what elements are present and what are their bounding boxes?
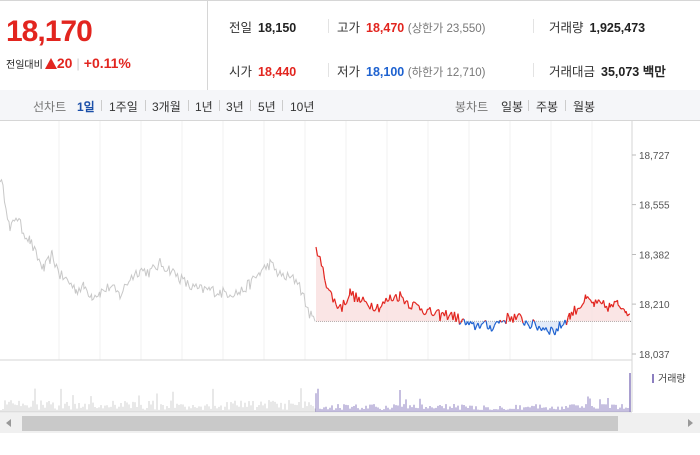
y-tick-label: 18,210 — [639, 300, 670, 311]
tab-divider — [101, 100, 102, 111]
stat-low: 저가 18,100 (하한가 12,710) — [337, 61, 486, 80]
quote-header: 18,170 전일대비 20| +0.11% 전일 18,150 고가 18,470 (… — [0, 0, 700, 92]
change-separator: | — [76, 56, 79, 71]
amount-unit: 백만 — [643, 65, 666, 79]
lower-limit: (하한가 12,710) — [408, 67, 486, 79]
tab-5year[interactable]: 5년 — [258, 98, 276, 115]
high-value: 18,470 — [366, 21, 404, 35]
low-label: 저가 — [337, 65, 360, 79]
today-segment — [318, 256, 320, 257]
period-tabs: 선차트 1일 1주일 3개월 1년 3년 5년 10년 봉차트 일봉 주봉 월봉 — [0, 90, 700, 121]
stat-amount: 거래대금 35,073 백만 — [549, 61, 666, 80]
volume-legend: 거래량 — [652, 373, 686, 385]
today-segment — [325, 279, 326, 281]
upper-limit: (상한가 23,550) — [408, 23, 486, 35]
tab-10year[interactable]: 10년 — [290, 98, 314, 115]
divider — [533, 63, 534, 77]
tab-divider — [282, 100, 283, 111]
divider — [533, 19, 534, 33]
tab-1day[interactable]: 1일 — [77, 98, 95, 115]
tab-1week[interactable]: 1주일 — [109, 98, 138, 115]
price-panel: 18,170 전일대비 20| +0.11% — [0, 1, 208, 91]
open-label: 시가 — [229, 65, 252, 79]
tab-daily[interactable]: 일봉 — [501, 98, 523, 115]
today-segment — [418, 305, 420, 306]
y-tick-label: 18,037 — [639, 350, 670, 361]
y-tick-label: 18,727 — [639, 151, 670, 162]
y-tick-label: 18,382 — [639, 251, 670, 262]
divider — [328, 63, 329, 77]
tab-3month[interactable]: 3개월 — [152, 98, 181, 115]
amount-value: 35,073 — [601, 65, 639, 79]
tab-1year[interactable]: 1년 — [195, 98, 213, 115]
up-triangle-icon — [45, 58, 57, 69]
today-segment — [327, 288, 329, 289]
today-segment — [482, 323, 484, 324]
chart-svg: 18,727 18,555 18,382 18,210 18,037 거래량 — [0, 121, 700, 450]
line-chart-label: 선차트 — [33, 98, 66, 115]
price-chart: 18,727 18,555 18,382 18,210 18,037 거래량 — [0, 121, 700, 451]
change-label: 전일대비 — [6, 60, 43, 71]
change-percent: +0.11% — [84, 55, 131, 71]
prev-close-label: 전일 — [229, 21, 252, 35]
price-change: 전일대비 20| +0.11% — [6, 55, 131, 71]
y-tick-label: 18,555 — [639, 201, 670, 212]
stat-prev-close: 전일 18,150 — [229, 17, 296, 36]
low-value: 18,100 — [366, 65, 404, 79]
stat-open: 시가 18,440 — [229, 61, 296, 80]
prev-close-value: 18,150 — [258, 21, 296, 35]
today-segment — [519, 314, 520, 315]
amount-label: 거래대금 — [549, 65, 595, 79]
scrollbar[interactable] — [0, 413, 700, 433]
current-price: 18,170 — [6, 15, 92, 49]
tab-weekly[interactable]: 주봉 — [536, 98, 558, 115]
volume-legend-label: 거래량 — [658, 373, 686, 385]
candle-chart-label: 봉차트 — [455, 98, 488, 115]
tab-divider — [145, 100, 146, 111]
tab-monthly[interactable]: 월봉 — [573, 98, 595, 115]
change-value: 20 — [57, 55, 73, 71]
stat-volume: 거래량 1,925,473 — [549, 17, 645, 36]
tab-divider — [188, 100, 189, 111]
volume-label: 거래량 — [549, 21, 584, 35]
tab-divider — [219, 100, 220, 111]
today-segment — [623, 309, 625, 310]
tab-divider — [250, 100, 251, 111]
today-segment — [621, 309, 623, 310]
tab-3year[interactable]: 3년 — [226, 98, 244, 115]
today-segment — [618, 300, 619, 305]
open-value: 18,440 — [258, 65, 296, 79]
volume-legend-swatch — [652, 374, 654, 383]
scroll-thumb[interactable] — [22, 416, 618, 431]
stat-high: 고가 18,470 (상한가 23,550) — [337, 17, 486, 36]
divider — [328, 19, 329, 33]
high-label: 고가 — [337, 21, 360, 35]
tab-divider — [565, 100, 566, 111]
volume-value: 1,925,473 — [590, 21, 646, 35]
tab-divider — [528, 100, 529, 111]
